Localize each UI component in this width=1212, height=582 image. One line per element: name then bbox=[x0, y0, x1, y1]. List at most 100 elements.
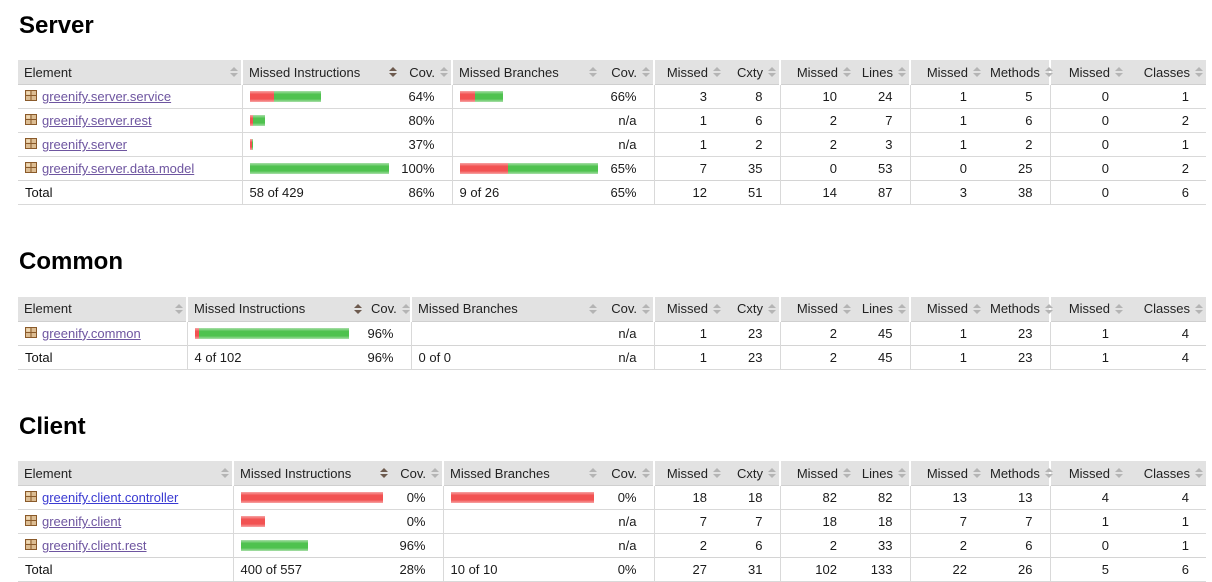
column-header-missed-7[interactable]: Missed bbox=[779, 461, 854, 486]
column-header-cov--4[interactable]: Cov. bbox=[600, 60, 654, 85]
column-header-label: Missed bbox=[1068, 64, 1110, 80]
column-header-cov--2[interactable]: Cov. bbox=[391, 461, 443, 486]
metric-cell: 0 bbox=[1049, 132, 1126, 157]
column-header-missed-9[interactable]: Missed bbox=[909, 461, 984, 486]
column-header-lines[interactable]: Lines bbox=[854, 296, 910, 322]
package-row: greenify.client.controller 0% 0% 18 18 82 82 13… bbox=[18, 485, 1206, 510]
covered-bar-segment bbox=[251, 139, 253, 151]
column-header-lines[interactable]: Lines bbox=[854, 60, 910, 85]
column-header-label: Cov. bbox=[371, 301, 397, 317]
section-title: Common bbox=[19, 248, 123, 276]
package-link-greenify-server-service[interactable]: greenify.server.service bbox=[42, 89, 172, 105]
instructions-coverage-bar bbox=[240, 540, 392, 552]
metric-cell: 2 bbox=[653, 533, 724, 558]
instruction-coverage-cell: 100% bbox=[400, 156, 452, 181]
column-header-methods[interactable]: Methods bbox=[984, 60, 1053, 85]
column-header-missed-7[interactable]: Missed bbox=[779, 60, 854, 85]
column-header-missed-11[interactable]: Missed bbox=[1049, 60, 1126, 85]
column-header-missed-branches[interactable]: Missed Branches bbox=[451, 60, 600, 85]
column-header-element[interactable]: Element bbox=[18, 296, 187, 322]
column-header-label: Lines bbox=[861, 64, 893, 80]
metric-cell: 2 bbox=[1126, 108, 1206, 133]
missed-branches-cell bbox=[442, 533, 600, 558]
column-header-missed-branches[interactable]: Missed Branches bbox=[410, 296, 600, 322]
column-header-missed-7[interactable]: Missed bbox=[779, 296, 854, 322]
column-header-label: Missed bbox=[666, 465, 708, 481]
sort-icon bbox=[589, 303, 597, 314]
package-row: greenify.server.rest 80% n/a 1 6 2 7 1 6 0 2 bbox=[18, 108, 1206, 133]
column-header-missed-9[interactable]: Missed bbox=[909, 60, 984, 85]
metric-cell: 2 bbox=[984, 132, 1050, 157]
total-metric-cell: 1 bbox=[909, 344, 984, 370]
metric-cell: 7 bbox=[854, 108, 910, 133]
column-header-methods[interactable]: Methods bbox=[984, 461, 1053, 486]
total-row: Total 58 of 429 86% 9 of 26 65% 12 51 14 87 3 38 0 6 bbox=[18, 180, 1206, 206]
column-header-missed-instructions[interactable]: Missed Instructions bbox=[232, 461, 391, 486]
column-header-element[interactable]: Element bbox=[18, 60, 242, 85]
metric-cell: 6 bbox=[724, 533, 780, 558]
total-metric-cell: 87 bbox=[854, 180, 910, 206]
column-header-cov--4[interactable]: Cov. bbox=[600, 296, 654, 322]
sort-icon bbox=[768, 67, 776, 78]
column-header-missed-11[interactable]: Missed bbox=[1049, 296, 1126, 322]
column-header-label: Missed bbox=[1068, 301, 1110, 317]
column-header-classes[interactable]: Classes bbox=[1126, 60, 1206, 85]
covered-bar-segment bbox=[249, 163, 389, 175]
column-header-methods[interactable]: Methods bbox=[984, 296, 1053, 322]
sort-icon bbox=[973, 468, 981, 479]
column-header-missed-9[interactable]: Missed bbox=[909, 296, 984, 322]
sort-icon bbox=[1195, 303, 1203, 314]
column-header-classes[interactable]: Classes bbox=[1126, 296, 1206, 322]
sort-icon bbox=[1115, 303, 1123, 314]
column-header-missed-5[interactable]: Missed bbox=[653, 60, 724, 85]
total-instructions: 4 of 102 bbox=[186, 344, 365, 370]
package-link-greenify-client[interactable]: greenify.client bbox=[42, 514, 122, 530]
package-link-greenify-server[interactable]: greenify.server bbox=[42, 137, 128, 153]
column-header-missed-instructions[interactable]: Missed Instructions bbox=[241, 60, 400, 85]
sort-icon bbox=[898, 67, 906, 78]
column-header-label: Missed bbox=[926, 64, 968, 80]
total-row: Total 400 of 557 28% 10 of 10 0% 27 31 102 133 22… bbox=[18, 557, 1206, 582]
missed-bar-segment bbox=[240, 492, 383, 504]
column-header-cov--2[interactable]: Cov. bbox=[400, 60, 452, 85]
total-metric-cell: 3 bbox=[909, 180, 984, 206]
column-header-missed-instructions[interactable]: Missed Instructions bbox=[186, 296, 365, 322]
package-link-greenify-server-rest[interactable]: greenify.server.rest bbox=[42, 113, 152, 129]
column-header-missed-5[interactable]: Missed bbox=[653, 296, 724, 322]
instructions-coverage-bar bbox=[249, 115, 401, 127]
column-header-label: Cov. bbox=[409, 64, 435, 80]
sort-icon bbox=[1044, 67, 1053, 78]
column-header-label: Lines bbox=[861, 301, 893, 317]
column-header-missed-11[interactable]: Missed bbox=[1049, 461, 1126, 486]
metric-cell: 1 bbox=[909, 84, 984, 109]
package-link-greenify-client-controller[interactable]: greenify.client.controller bbox=[42, 490, 179, 506]
column-header-cxty[interactable]: Cxty bbox=[724, 296, 780, 322]
package-link-greenify-server-data-model[interactable]: greenify.server.data.model bbox=[42, 161, 195, 177]
metric-cell: 2 bbox=[1126, 156, 1206, 181]
column-header-element[interactable]: Element bbox=[18, 461, 233, 486]
package-link-greenify-common[interactable]: greenify.common bbox=[42, 325, 141, 341]
package-link-greenify-client-rest[interactable]: greenify.client.rest bbox=[42, 538, 147, 554]
metric-cell: 0 bbox=[909, 156, 984, 181]
column-header-classes[interactable]: Classes bbox=[1126, 461, 1206, 486]
missed-instructions-cell bbox=[241, 156, 400, 181]
column-header-cxty[interactable]: Cxty bbox=[724, 60, 780, 85]
metric-cell: 33 bbox=[854, 533, 910, 558]
package-row: greenify.client 0% n/a 7 7 18 18 7 7 1 1 bbox=[18, 509, 1206, 534]
sort-icon bbox=[973, 67, 981, 78]
column-header-lines[interactable]: Lines bbox=[854, 461, 910, 486]
column-header-cov--4[interactable]: Cov. bbox=[600, 461, 654, 486]
total-metric-cell: 4 bbox=[1126, 344, 1206, 370]
column-header-label: Element bbox=[24, 465, 72, 481]
column-header-missed-5[interactable]: Missed bbox=[653, 461, 724, 486]
metric-cell: 2 bbox=[779, 320, 854, 346]
missed-instructions-cell bbox=[232, 485, 391, 510]
metric-cell: 1 bbox=[1126, 132, 1206, 157]
branch-coverage-cell: 0% bbox=[600, 485, 654, 510]
column-header-cxty[interactable]: Cxty bbox=[724, 461, 780, 486]
column-header-cov--2[interactable]: Cov. bbox=[365, 296, 411, 322]
sort-icon bbox=[973, 303, 981, 314]
column-header-missed-branches[interactable]: Missed Branches bbox=[442, 461, 600, 486]
total-metric-cell: 5 bbox=[1049, 557, 1126, 582]
metric-cell: 1 bbox=[653, 108, 724, 133]
